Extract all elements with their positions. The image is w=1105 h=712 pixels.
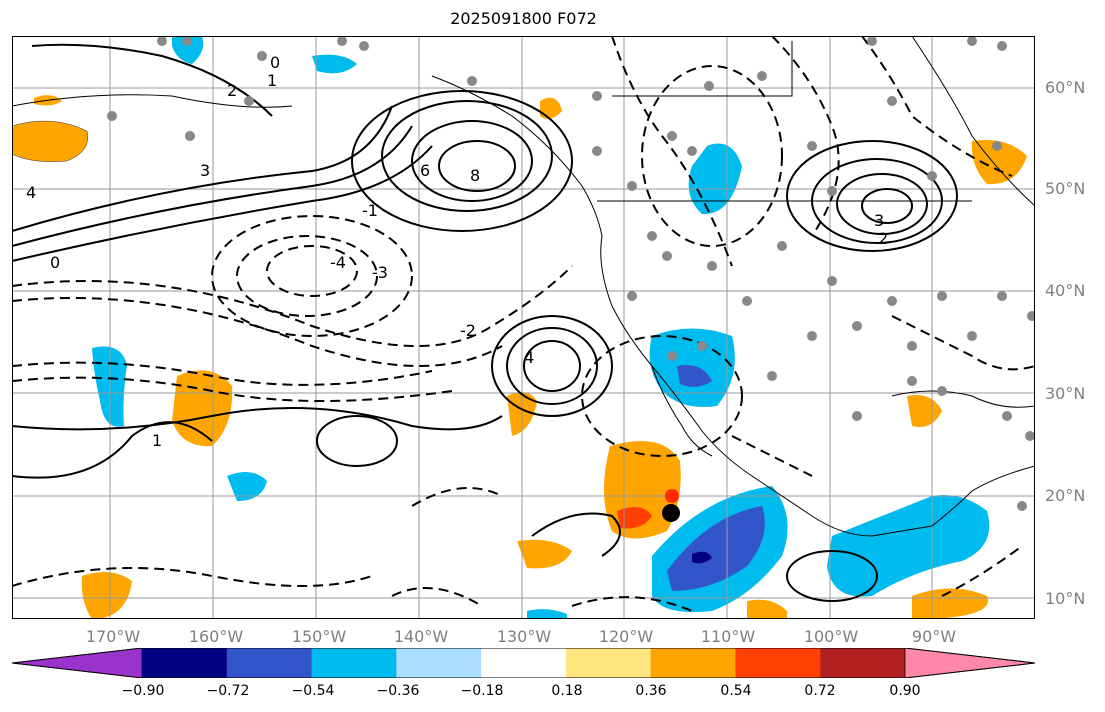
colorbar-tick: −0.36 bbox=[376, 683, 420, 699]
dashed-contours bbox=[12, 36, 1035, 612]
colorbar-segment bbox=[311, 648, 397, 678]
contour-label: -4 bbox=[330, 253, 346, 272]
colorbar-segment bbox=[565, 648, 652, 678]
black-marker bbox=[662, 504, 680, 522]
anomaly-orange bbox=[81, 572, 132, 619]
contour-label: 3 bbox=[200, 161, 210, 180]
colorbar-segment bbox=[142, 648, 228, 678]
anomaly-orange bbox=[172, 370, 233, 447]
lat-label: 20°N bbox=[1045, 486, 1086, 505]
red-marker bbox=[665, 489, 679, 503]
colorbar-tick: 0.72 bbox=[804, 683, 836, 699]
anomaly-orange bbox=[517, 539, 572, 569]
anomaly-orange bbox=[12, 120, 89, 162]
solid-contours bbox=[12, 43, 958, 602]
colorbar-tick: 0.36 bbox=[635, 683, 667, 699]
contour-label: 4 bbox=[524, 348, 534, 367]
anomaly-blue bbox=[312, 54, 357, 74]
lat-label: 50°N bbox=[1045, 179, 1086, 198]
colorbar-tick: 0.54 bbox=[720, 683, 752, 699]
lon-label: 100°W bbox=[803, 627, 859, 646]
contour-label: 1 bbox=[267, 71, 277, 90]
contour-label: -2 bbox=[460, 321, 476, 340]
anomaly-darkblue bbox=[677, 365, 712, 387]
anomaly-orange bbox=[971, 140, 1027, 185]
shaded-anomalies bbox=[12, 36, 1027, 619]
anomaly-red bbox=[617, 507, 652, 529]
station-dots bbox=[107, 36, 1035, 511]
lon-label: 160°W bbox=[188, 627, 244, 646]
contour-label: 6 bbox=[420, 161, 430, 180]
contour-label: 2 bbox=[227, 81, 237, 100]
coastlines bbox=[12, 36, 1035, 537]
point-markers bbox=[662, 489, 680, 522]
anomaly-darkblue bbox=[667, 506, 765, 591]
colorbar-extend-min bbox=[12, 648, 143, 678]
anomaly-navy bbox=[692, 551, 712, 564]
anomaly-blue bbox=[827, 495, 990, 597]
anomaly-blue bbox=[172, 36, 204, 64]
lon-label: 130°W bbox=[496, 627, 552, 646]
anomaly-orange bbox=[540, 97, 562, 120]
anomaly-blue bbox=[688, 143, 742, 215]
contour-label: 3 bbox=[874, 211, 884, 230]
anomaly-orange bbox=[907, 395, 942, 427]
contour-label: 8 bbox=[470, 166, 480, 185]
contour-labels: 0 1 2 3 4 6 8 -2 -3 -4 -1 0 1 3 2 4 bbox=[26, 53, 888, 450]
lon-label: 140°W bbox=[393, 627, 449, 646]
colorbar-tick: −0.90 bbox=[121, 683, 165, 699]
anomaly-blue bbox=[227, 472, 267, 501]
colorbar-segment bbox=[396, 648, 482, 678]
lon-label: 150°W bbox=[291, 627, 347, 646]
colorbar-segment bbox=[481, 648, 567, 678]
lat-label: 30°N bbox=[1045, 384, 1086, 403]
map-title: 2025091800 F072 bbox=[450, 9, 597, 28]
anomaly-orange bbox=[747, 599, 787, 619]
lon-label: 120°W bbox=[598, 627, 654, 646]
colorbar-tick: −0.54 bbox=[291, 683, 335, 699]
lon-label: 110°W bbox=[700, 627, 756, 646]
colorbar-segment bbox=[820, 648, 906, 678]
colorbar-extend-max bbox=[904, 648, 1035, 678]
contour-label: 0 bbox=[50, 253, 60, 272]
map-panel: 0 1 2 3 4 6 8 -2 -3 -4 -1 0 1 3 2 4 bbox=[12, 36, 1035, 619]
lat-label: 10°N bbox=[1045, 589, 1086, 608]
contour-label: 4 bbox=[26, 183, 36, 202]
lat-label: 40°N bbox=[1045, 281, 1086, 300]
lon-label: 90°W bbox=[911, 627, 957, 646]
colorbar-tick: 0.90 bbox=[889, 683, 921, 699]
lon-label: 170°W bbox=[85, 627, 141, 646]
colorbar-tick: 0.18 bbox=[551, 683, 583, 699]
contour-label: 0 bbox=[270, 53, 280, 72]
colorbar-tick: −0.18 bbox=[460, 683, 504, 699]
colorbar-tick: −0.72 bbox=[206, 683, 250, 699]
colorbar-segment bbox=[226, 648, 313, 678]
map-frame bbox=[12, 36, 1035, 619]
contour-label: -3 bbox=[372, 263, 388, 282]
contour-label: 1 bbox=[152, 431, 162, 450]
lat-label: 60°N bbox=[1045, 78, 1086, 97]
colorbar bbox=[12, 648, 1035, 678]
colorbar-segment bbox=[735, 648, 821, 678]
anomaly-orange bbox=[912, 588, 989, 619]
anomaly-blue bbox=[527, 609, 567, 619]
colorbar-segment bbox=[650, 648, 736, 678]
contour-label: -1 bbox=[362, 201, 378, 220]
contour-label: 2 bbox=[878, 229, 888, 248]
